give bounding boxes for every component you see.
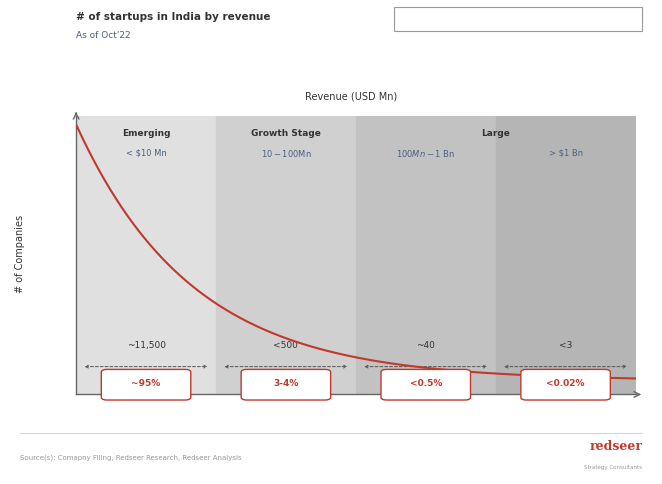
Text: Strategy Consultants: Strategy Consultants — [584, 466, 642, 470]
FancyBboxPatch shape — [101, 369, 191, 400]
Bar — [216, 116, 356, 394]
FancyBboxPatch shape — [241, 369, 330, 400]
Text: # of startups in India by revenue: # of startups in India by revenue — [76, 12, 271, 22]
Text: Source(s): Comapny Filing, Redseer Research, Redseer Analysis: Source(s): Comapny Filing, Redseer Resea… — [20, 454, 242, 461]
FancyBboxPatch shape — [381, 369, 471, 400]
Text: <0.02%: <0.02% — [546, 379, 585, 388]
Text: ~11,500: ~11,500 — [126, 341, 166, 350]
Text: <500: <500 — [273, 341, 299, 350]
Text: # of Companies: # of Companies — [15, 215, 25, 293]
Text: $ 100 Mn-$1 Bn: $ 100 Mn-$1 Bn — [396, 148, 455, 159]
Bar — [356, 116, 496, 394]
Text: $10-$100Mn: $10-$100Mn — [261, 148, 311, 159]
Text: < $10 Mn: < $10 Mn — [126, 148, 166, 157]
Text: As of Oct'22: As of Oct'22 — [76, 31, 131, 41]
Text: 3-4%: 3-4% — [273, 379, 299, 388]
Bar — [76, 116, 216, 394]
Text: Total # of Active Startups in India: ~12,000: Total # of Active Startups in India: ~12… — [420, 15, 616, 24]
FancyBboxPatch shape — [521, 369, 610, 400]
Text: Large: Large — [481, 129, 510, 137]
Text: Revenue (USD Mn): Revenue (USD Mn) — [305, 92, 397, 102]
Text: Growth Stage: Growth Stage — [251, 129, 321, 137]
Text: <0.5%: <0.5% — [410, 379, 442, 388]
Text: Emerging: Emerging — [122, 129, 170, 137]
Text: ~95%: ~95% — [132, 379, 161, 388]
Text: > $1 Bn: > $1 Bn — [549, 148, 583, 157]
Bar — [496, 116, 636, 394]
Text: <3: <3 — [559, 341, 572, 350]
Text: redseer: redseer — [589, 439, 642, 453]
Text: ~40: ~40 — [416, 341, 435, 350]
